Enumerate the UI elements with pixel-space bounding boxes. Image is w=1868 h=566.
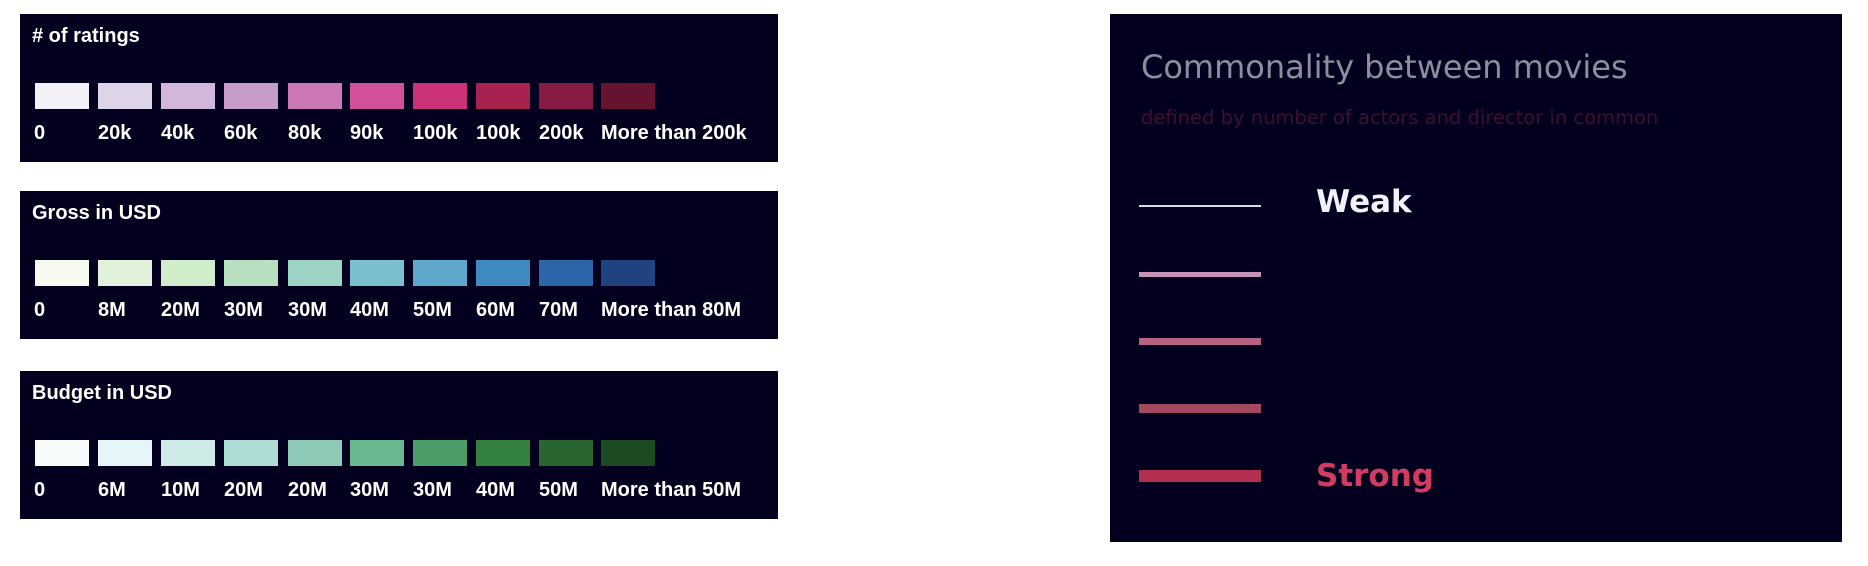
budget-swatch [35,440,89,466]
budget-swatch [601,440,655,466]
gross-swatch [539,260,593,286]
gross-swatch [35,260,89,286]
budget-swatch [288,440,342,466]
budget-tick-label: 0 [34,479,46,501]
gross-swatch [161,260,215,286]
ratings-swatch [98,83,152,109]
weak-label: Weak [1316,184,1412,220]
budget-swatch [224,440,278,466]
budget-tick-label: 6M [98,479,126,501]
ratings-tick-label: 40k [161,122,195,144]
ratings-tick-label: More than 200k [601,122,747,144]
gross-tick-label: 60M [476,299,515,321]
commonality-line-sample [1139,338,1261,345]
budget-swatch [98,440,152,466]
ratings-tick-label: 90k [350,122,384,144]
gross-tick-label: 50M [413,299,452,321]
gross-swatch [288,260,342,286]
ratings-swatch [288,83,342,109]
budget-tick-label: 50M [539,479,578,501]
ratings-tick-label: 200k [539,122,584,144]
gross-tick-label: 20M [161,299,200,321]
budget-tick-label: 20M [288,479,327,501]
gross-tick-label: 30M [224,299,263,321]
budget-tick-label: 40M [476,479,515,501]
gross-tick-label: 8M [98,299,126,321]
gross-swatch [476,260,530,286]
ratings-swatch [476,83,530,109]
budget-swatch [539,440,593,466]
ratings-swatch [413,83,467,109]
budget-tick-label: 20M [224,479,263,501]
commonality-legend: Commonality between movies defined by nu… [1110,14,1842,542]
ratings-tick-label: 80k [288,122,322,144]
budget-legend: Budget in USD 0 6M 10M 20M 20M 30M 30M 40M 50M Mo… [20,371,778,519]
commonality-line-sample [1139,205,1261,207]
gross-swatch [224,260,278,286]
budget-tick-label: More than 50M [601,479,742,501]
gross-legend-title: Gross in USD [32,202,161,224]
gross-tick-label: 30M [288,299,327,321]
gross-swatch [98,260,152,286]
ratings-swatch [539,83,593,109]
ratings-swatch [224,83,278,109]
ratings-legend: # of ratings 0 20k 40k 60k 80k 90k 100k 100k 200… [20,14,778,162]
gross-tick-label: 70M [539,299,578,321]
ratings-swatch [35,83,89,109]
ratings-tick-label: 60k [224,122,258,144]
ratings-swatch [350,83,404,109]
budget-swatch [161,440,215,466]
ratings-tick-label: 100k [413,122,458,144]
budget-tick-label: 10M [161,479,200,501]
gross-swatch [350,260,404,286]
commonality-title: Commonality between movies [1141,48,1628,86]
budget-legend-title: Budget in USD [32,382,172,404]
commonality-line-sample [1139,272,1261,277]
gross-swatch [413,260,467,286]
gross-tick-label: 0 [34,299,46,321]
budget-tick-label: 30M [350,479,389,501]
ratings-swatch [161,83,215,109]
ratings-tick-label: 100k [476,122,521,144]
commonality-line-sample [1139,404,1261,413]
gross-swatch [601,260,655,286]
commonality-subtitle: defined by number of actors and director… [1141,106,1659,129]
ratings-swatch [601,83,655,109]
ratings-legend-title: # of ratings [32,25,140,47]
ratings-tick-label: 20k [98,122,132,144]
gross-tick-label: More than 80M [601,299,742,321]
ratings-tick-label: 0 [34,122,46,144]
strong-label: Strong [1316,458,1434,494]
gross-legend: Gross in USD 0 8M 20M 30M 30M 40M 50M 60M 70M Mor… [20,191,778,339]
budget-swatch [350,440,404,466]
budget-swatch [413,440,467,466]
budget-swatch [476,440,530,466]
gross-tick-label: 40M [350,299,389,321]
commonality-line-sample [1139,470,1261,482]
budget-tick-label: 30M [413,479,452,501]
